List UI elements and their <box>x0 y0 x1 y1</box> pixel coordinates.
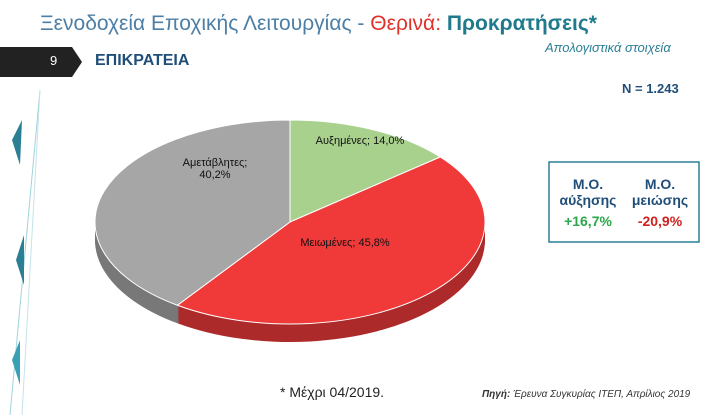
data-label: Αμετάβλητες; 40,2% <box>182 157 248 181</box>
decrease-value: -20,9% <box>637 213 683 229</box>
footnote: * Μέχρι 04/2019. <box>280 384 385 400</box>
decrease-label: Μ.Ο. μειώσης <box>631 176 689 208</box>
increase-label: Μ.Ο. αύξησης <box>559 176 617 208</box>
source: Πηγή: Έρευνα Συγκυρίας ΙΤΕΠ, Απρίλιος 20… <box>482 389 690 400</box>
subtitle: Απολογιστικά στοιχεία <box>545 40 671 55</box>
increase-value: +16,7% <box>564 213 612 229</box>
slice <box>94 119 291 306</box>
n-label: N = 1.243 <box>622 81 679 96</box>
data-label: Μειωμένες; 45,8% <box>300 237 390 249</box>
title-part: Θερινά: <box>370 12 442 35</box>
section: ΕΠΙΚΡΑΤΕΙΑ <box>95 52 190 69</box>
slide-number: 9 <box>50 53 58 68</box>
source-text: Έρευνα Συγκυρίας ΙΤΕΠ, Απρίλιος 2019 <box>510 389 691 400</box>
slice <box>176 156 486 325</box>
source-label: Πηγή: <box>482 389 511 400</box>
title-part: Προκρατήσεις* <box>441 12 597 35</box>
title-part: Ξενοδοχεία Εποχικής Λειτουργίας - <box>40 12 371 35</box>
title: Ξενοδοχεία Εποχικής Λειτουργίας - Θερινά… <box>40 12 597 36</box>
data-label: Αυξημένες; 14,0% <box>315 135 405 147</box>
slice <box>289 119 442 223</box>
